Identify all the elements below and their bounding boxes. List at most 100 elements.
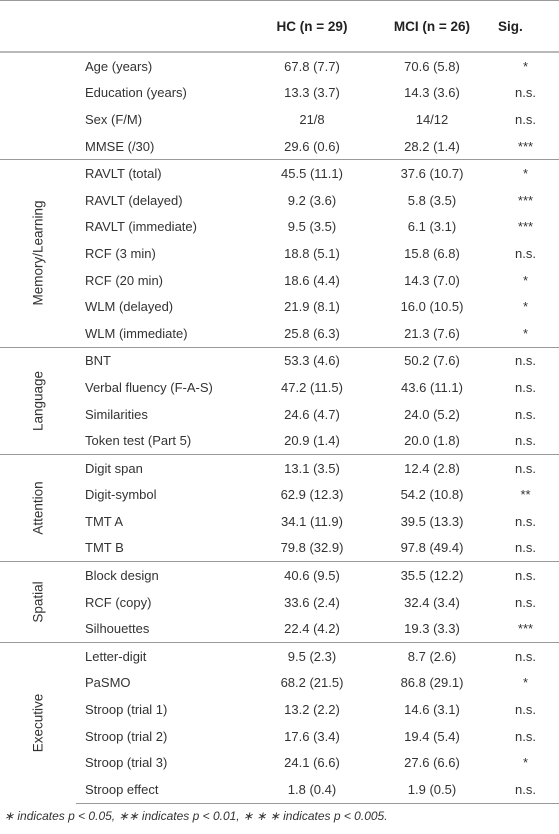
mci-value: 37.6 (10.7) [372,159,492,187]
sig-value: n.s. [492,776,559,804]
mci-value: 86.8 (29.1) [400,675,464,691]
results-table: HC (n = 29) MCI (n = 26) Sig. Age (years… [0,0,559,804]
table-row: Verbal fluency (F-A-S) 47.2 (11.5) 43.6 (1… [0,374,559,401]
mci-value: 70.6 (5.8) [372,51,492,80]
mci-value: 24.0 (5.2) [404,406,460,422]
hc-value: 79.8 (32.9) [280,540,344,556]
table-row: Stroop (trial 2) 17.6 (3.4) 19.4 (5.4) n.s. [0,723,559,750]
sig-value: ** [520,487,531,503]
hc-value: 62.9 (12.3) [280,487,344,503]
header-row: HC (n = 29) MCI (n = 26) Sig. [0,0,559,53]
table-row: RCF (3 min) 18.8 (5.1) 15.8 (6.8) n.s. [0,240,559,267]
mci-value: 12.4 (2.8) [372,453,492,482]
mci-value: 14.3 (3.6) [404,85,460,101]
table-row: Executive Letter-digit 9.5 (2.3) 8.7 (2.6) n… [0,642,559,804]
group-label-cell: Spatial [0,561,76,643]
table-row: Digit-symbol 62.9 (12.3) 54.2 (10.8) ** [0,482,559,509]
group-label: Executive [30,693,46,753]
mci-value: 32.4 (3.4) [404,594,460,610]
hc-value: 13.2 (2.2) [284,702,340,718]
mci-value: 28.2 (1.4) [404,138,460,154]
mci-value: 27.6 (6.6) [404,755,460,771]
table-row: Sex (F/M) 21/8 14/12 n.s. [0,106,559,133]
table-row: MMSE (/30) 29.6 (0.6) 28.2 (1.4) *** [0,133,559,160]
table-row: Silhouettes 22.4 (4.2) 19.3 (3.3) *** [0,615,559,642]
mci-value: 39.5 (13.3) [400,513,464,529]
measure-name: Digit span [76,453,252,482]
measure-name: Silhouettes [85,621,150,637]
mci-value: 19.4 (5.4) [404,728,460,744]
measure-name: Stroop (trial 1) [85,702,168,718]
sig-value: *** [517,138,534,154]
mci-value: 16.0 (10.5) [400,299,464,315]
mci-value: 43.6 (11.1) [401,379,463,395]
table-row: RCF (copy) 33.6 (2.4) 32.4 (3.4) n.s. [0,589,559,616]
measure-name: Similarities [85,406,148,422]
measure-name: RAVLT (delayed) [85,192,183,208]
table-row: RCF (20 min) 18.6 (4.4) 14.3 (7.0) * [0,267,559,294]
table-row: Token test (Part 5) 20.9 (1.4) 20.0 (1.8) n… [0,427,559,454]
hc-value: 18.6 (4.4) [284,272,340,288]
group-label: Memory/Learning [30,200,46,306]
measure-name: Token test (Part 5) [85,433,192,449]
table-row: Spatial Block design 40.6 (9.5) 35.5 (12.2)… [0,561,559,643]
hc-value: 20.9 (1.4) [284,433,340,449]
table-row: TMT A 34.1 (11.9) 39.5 (13.3) n.s. [0,508,559,535]
mci-value: 35.5 (12.2) [372,561,492,589]
measure-name: Age (years) [76,51,252,80]
measure-name: Education (years) [85,85,187,101]
sig-value: n.s. [515,85,536,101]
hc-value: 67.8 (7.7) [252,51,372,80]
mci-value: 19.3 (3.3) [404,621,460,637]
hc-value: 24.1 (6.6) [284,755,340,771]
group-label-cell: Language [0,346,76,455]
group-label: Attention [30,481,46,535]
sig-value: n.s. [515,433,536,449]
hc-value: 34.1 (11.9) [281,513,343,529]
measure-name: Stroop (trial 3) [85,755,168,771]
measure-name: WLM (delayed) [85,299,174,315]
measure-name: Verbal fluency (F-A-S) [85,379,213,395]
hc-value: 24.6 (4.7) [284,406,340,422]
group-label: Spatial [30,581,46,623]
measure-name: WLM (immediate) [85,325,188,341]
hc-value: 9.2 (3.6) [287,192,337,208]
hc-value: 25.8 (6.3) [284,325,340,341]
table-row: WLM (immediate) 25.8 (6.3) 21.3 (7.6) * [0,320,559,347]
table-row: TMT B 79.8 (32.9) 97.8 (49.4) n.s. [0,535,559,562]
group-label: Language [30,370,46,431]
sig-value: n.s. [515,379,536,395]
measure-name: RCF (3 min) [85,245,156,261]
table-row: Stroop effect 1.8 (0.4) 1.9 (0.5) n.s. [0,776,559,804]
sig-value: * [522,325,529,341]
table-row: Similarities 24.6 (4.7) 24.0 (5.2) n.s. [0,401,559,428]
measure-name: MMSE (/30) [85,138,155,154]
sig-value: n.s. [492,453,559,482]
table-row: RAVLT (immediate) 9.5 (3.5) 6.1 (3.1) *** [0,214,559,241]
header-hc: HC (n = 29) [252,0,372,53]
measure-name: Sex (F/M) [85,111,143,127]
group-label-cell: Memory/Learning [0,159,76,348]
group-label-cell: Executive [0,642,76,804]
table-body: Age (years) 67.8 (7.7) 70.6 (5.8) * Educatio… [0,51,559,804]
table-row: Stroop (trial 3) 24.1 (6.6) 27.6 (6.6) * [0,749,559,776]
sig-value: n.s. [492,561,559,589]
hc-value: 9.5 (3.5) [287,219,337,235]
sig-value: * [492,159,559,187]
sig-value: n.s. [515,111,536,127]
hc-value: 45.5 (11.1) [252,159,372,187]
sig-value: *** [517,219,534,235]
hc-value: 21.9 (8.1) [284,299,340,315]
measure-name: RAVLT (total) [76,159,252,187]
group-label-cell: Attention [0,453,76,562]
sig-value: * [522,675,529,691]
table-row: Attention Digit span 13.1 (3.5) 12.4 (2.8) n… [0,453,559,562]
hc-value: 29.6 (0.6) [284,138,340,154]
measure-name: TMT A [85,513,124,529]
table-row: RAVLT (delayed) 9.2 (3.6) 5.8 (3.5) *** [0,187,559,214]
hc-value: 18.8 (5.1) [284,245,340,261]
table-row: Education (years) 13.3 (3.7) 14.3 (3.6) n.s… [0,80,559,107]
mci-value: 14/12 [415,111,449,127]
hc-value: 22.4 (4.2) [284,621,340,637]
